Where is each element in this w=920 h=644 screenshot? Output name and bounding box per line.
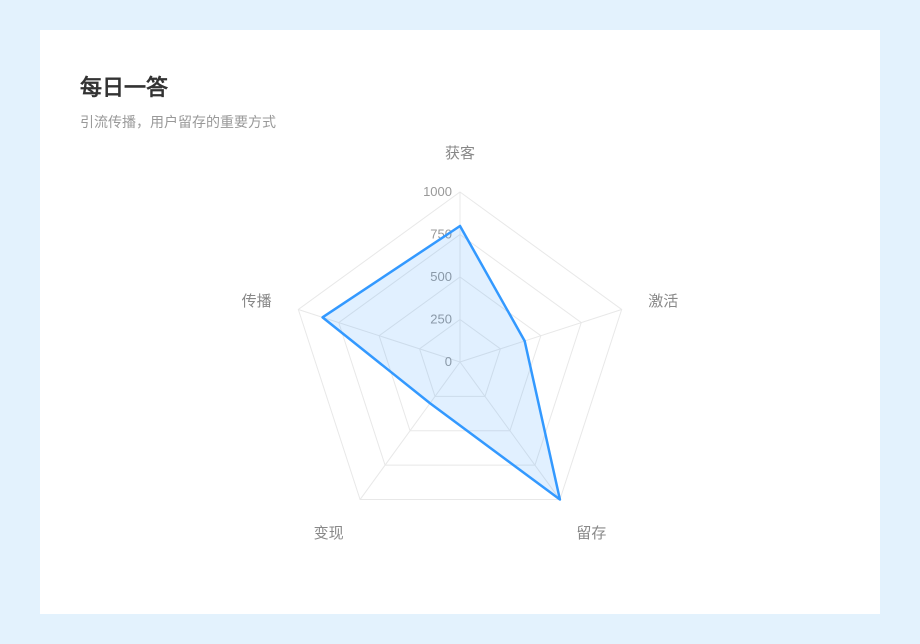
svg-text:1000: 1000 (423, 184, 452, 199)
svg-text:传播: 传播 (242, 293, 272, 310)
svg-text:获客: 获客 (445, 145, 475, 162)
radar-chart: 02505007501000获客激活留存变现传播 (40, 130, 880, 594)
svg-text:留存: 留存 (576, 525, 606, 542)
radar-svg: 02505007501000获客激活留存变现传播 (110, 132, 810, 592)
svg-text:变现: 变现 (314, 525, 344, 542)
card-subtitle: 引流传播，用户留存的重要方式 (80, 112, 840, 132)
card-title: 每日一答 (80, 70, 840, 102)
svg-text:激活: 激活 (648, 293, 678, 310)
chart-card: 每日一答 引流传播，用户留存的重要方式 02505007501000获客激活留存… (40, 30, 880, 614)
